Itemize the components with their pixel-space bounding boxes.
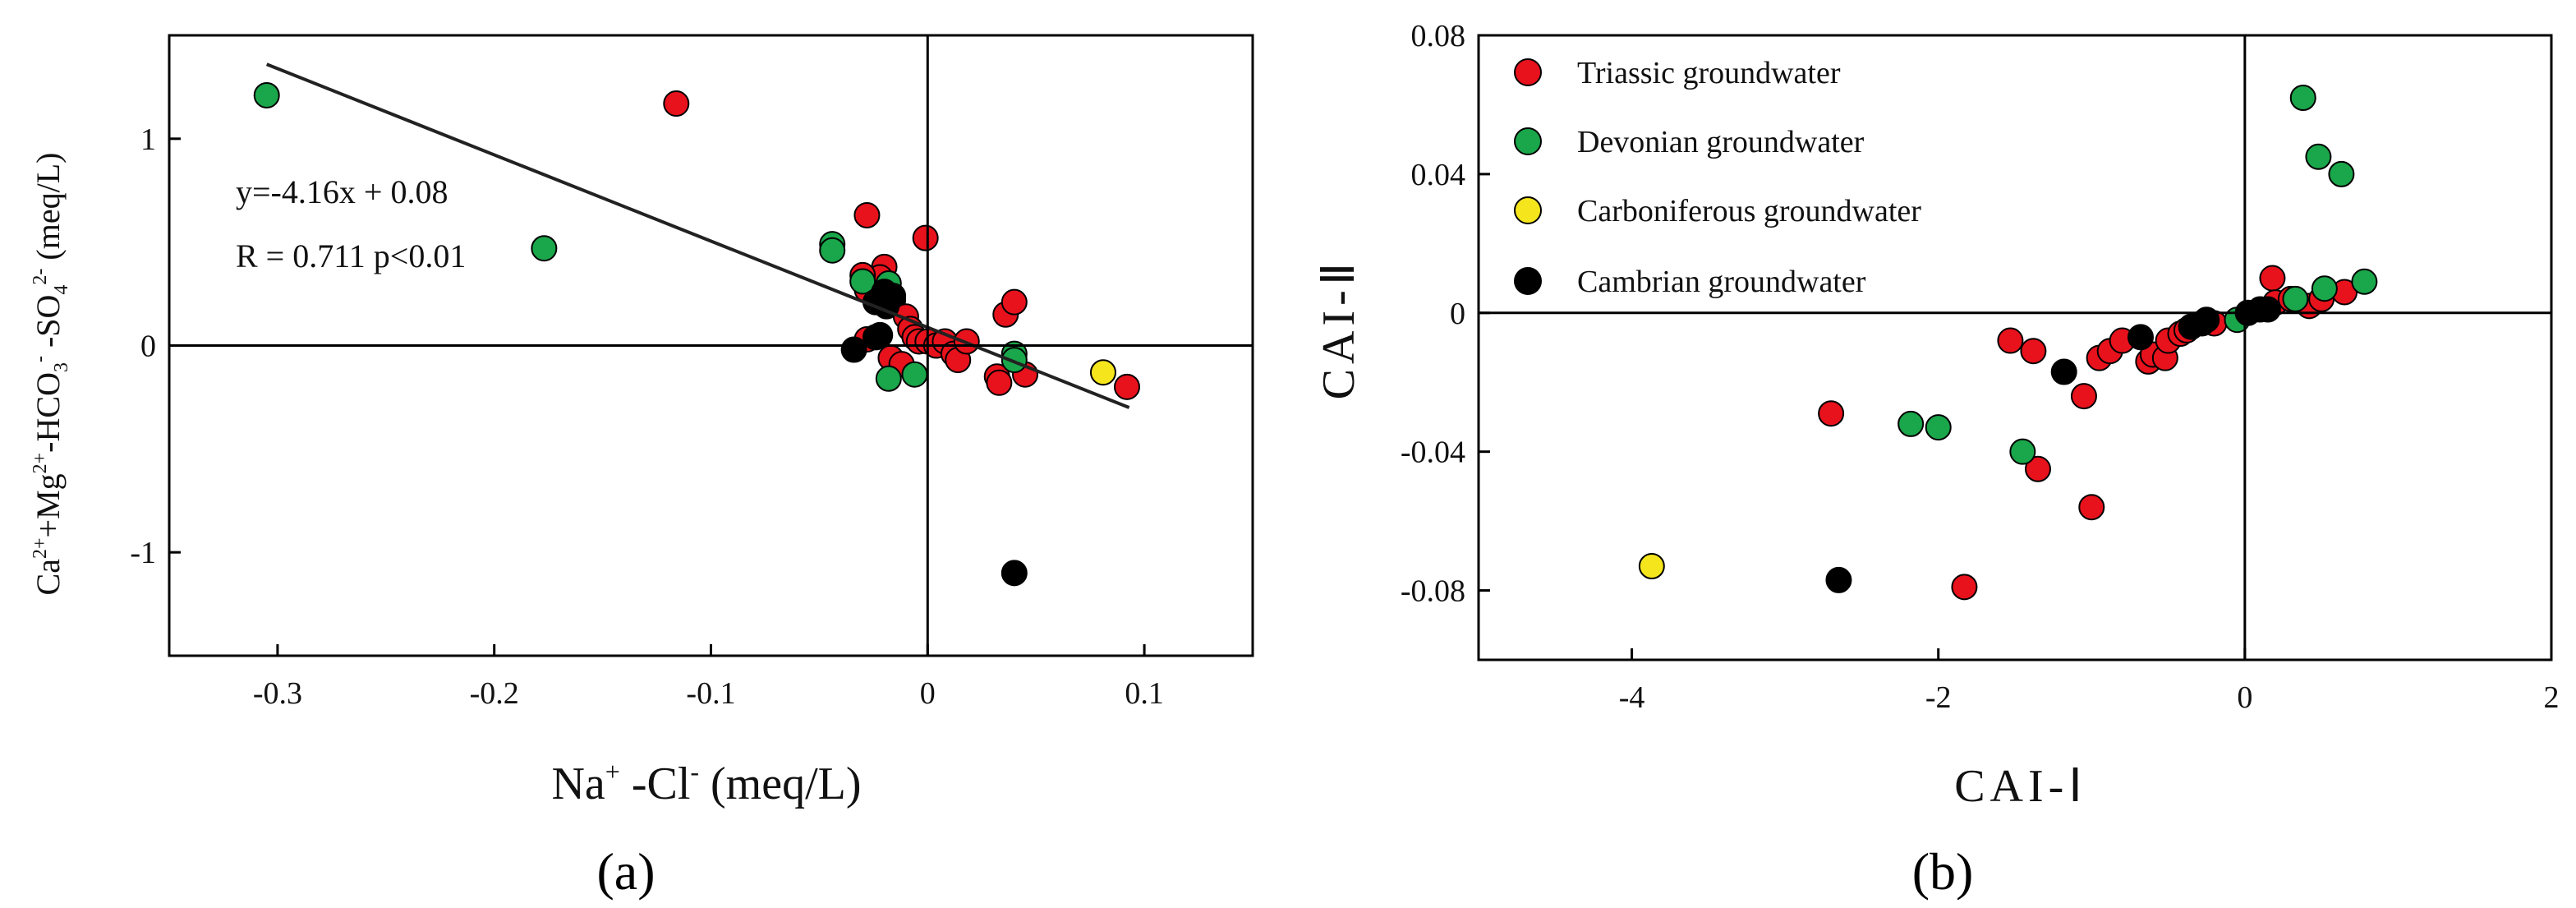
x-tick-label: -0.3	[253, 676, 302, 711]
legend: Triassic groundwater Devonian groundwate…	[1514, 56, 1921, 299]
panel-b-points	[1638, 85, 2378, 601]
series-triassic-groundwater	[663, 90, 1140, 400]
panel-b-x-ticks: -4 -2 0 2	[1619, 648, 2560, 715]
series-carboniferous-groundwater	[1089, 359, 1116, 386]
panel-b: -4 -2 0 2 0.08 0.04 0 -0.04 -0.08 Triassic grou…	[1313, 19, 2560, 901]
panel-a-x-ticks: -0.3 -0.2 -0.1 0 0.1	[253, 644, 1164, 711]
legend-label-carboniferous: Carboniferous groundwater	[1577, 194, 1921, 228]
legend-marker-cambrian	[1514, 267, 1542, 295]
panel-b-plot-frame	[1477, 34, 2553, 661]
x-tick-label: -0.2	[470, 676, 519, 711]
x-tick-label: 0.1	[1125, 676, 1164, 711]
data-point	[2127, 324, 2154, 351]
data-point	[2070, 383, 2097, 410]
legend-label-cambrian: Cambrian groundwater	[1577, 265, 1866, 299]
data-point	[2259, 265, 2286, 292]
data-point	[2024, 455, 2051, 482]
y-tick-label: 0.04	[1411, 158, 1466, 192]
data-point	[1000, 288, 1028, 316]
data-point	[2311, 275, 2338, 302]
regression-stats: R = 0.711 p<0.01	[236, 237, 466, 274]
data-point	[2254, 296, 2281, 323]
data-point	[1951, 574, 1978, 601]
data-point	[1638, 553, 1665, 579]
data-point	[1997, 327, 2024, 354]
x-tick-label: 2	[2544, 680, 2560, 715]
y-tick-label: 0	[1450, 297, 1465, 331]
data-point	[901, 361, 928, 388]
data-point	[2282, 285, 2309, 312]
panel-a-label: (a)	[596, 842, 655, 901]
data-point	[1825, 566, 1852, 593]
x-tick-label: 0	[920, 676, 936, 711]
legend-entry-triassic: Triassic groundwater	[1514, 56, 1841, 90]
data-point	[1089, 359, 1116, 386]
data-point	[819, 237, 846, 264]
series-devonian-groundwater	[1898, 85, 2378, 465]
data-point	[1818, 400, 1845, 427]
data-point	[531, 235, 558, 262]
data-point	[2351, 268, 2378, 295]
series-cambrian-groundwater	[840, 279, 1028, 587]
data-point	[2009, 438, 2036, 465]
data-point	[253, 81, 280, 108]
data-point	[1113, 373, 1140, 400]
legend-entry-carboniferous: Carboniferous groundwater	[1514, 194, 1921, 228]
y-tick-label: -1	[130, 536, 156, 570]
legend-label-triassic: Triassic groundwater	[1577, 56, 1841, 90]
legend-entry-cambrian: Cambrian groundwater	[1514, 265, 1866, 299]
panel-a-x-axis-label: Na+ -Cl- (meq/L)	[551, 757, 861, 809]
data-point	[875, 365, 902, 392]
legend-label-devonian: Devonian groundwater	[1577, 125, 1865, 159]
data-point	[2305, 143, 2332, 170]
x-tick-label: -0.1	[686, 676, 735, 711]
data-point	[862, 324, 889, 351]
panel-b-y-axis-label: CAI-Ⅱ	[1313, 258, 1364, 400]
legend-entry-devonian: Devonian groundwater	[1514, 125, 1865, 159]
series-carboniferous-groundwater	[1638, 553, 1665, 579]
legend-marker-devonian	[1514, 127, 1542, 155]
panel-a-points	[253, 81, 1140, 587]
panel-a-y-axis-label: Ca2++Mg2+-HCO3- -SO42- (meq/L)	[30, 153, 72, 596]
panel-a-y-ticks: 1 0 -1	[130, 122, 181, 570]
y-tick-label: 0	[140, 330, 156, 364]
y-tick-label: 0.08	[1411, 19, 1466, 53]
x-tick-label: 0	[2237, 680, 2252, 715]
data-point	[849, 268, 876, 295]
data-point	[1000, 560, 1028, 587]
data-point	[1000, 347, 1028, 374]
regression-equation: y=-4.16x + 0.08	[236, 173, 448, 210]
panel-b-label: (b)	[1912, 842, 1974, 901]
data-point	[1898, 410, 1925, 437]
x-tick-label: -4	[1619, 680, 1645, 715]
data-point	[2078, 494, 2105, 521]
panel-a: -0.3 -0.2 -0.1 0 0.1 1 0 -1 y=-4.16x + 0.08 R …	[30, 34, 1254, 901]
data-point	[840, 336, 867, 363]
panel-b-y-ticks: 0.08 0.04 0 -0.04 -0.08	[1401, 19, 1490, 609]
y-tick-label: -0.04	[1401, 436, 1465, 470]
y-tick-label: -0.08	[1401, 574, 1465, 609]
regression-line	[265, 62, 1130, 409]
y-tick-label: 1	[140, 122, 156, 157]
data-point	[986, 369, 1013, 396]
data-point	[2020, 338, 2047, 365]
data-point	[912, 224, 939, 251]
legend-marker-triassic	[1514, 58, 1542, 86]
data-point	[663, 90, 690, 118]
data-point	[1925, 414, 1952, 441]
data-point	[2193, 307, 2220, 334]
data-point	[2289, 85, 2316, 111]
x-tick-label: -2	[1925, 680, 1952, 715]
panel-b-x-axis-label: CAI-Ⅰ	[1954, 761, 2087, 812]
data-point	[2328, 160, 2355, 187]
legend-marker-carboniferous	[1514, 196, 1542, 224]
series-cambrian-groundwater	[1825, 296, 2281, 593]
data-point	[2050, 358, 2077, 385]
data-point	[853, 201, 881, 228]
